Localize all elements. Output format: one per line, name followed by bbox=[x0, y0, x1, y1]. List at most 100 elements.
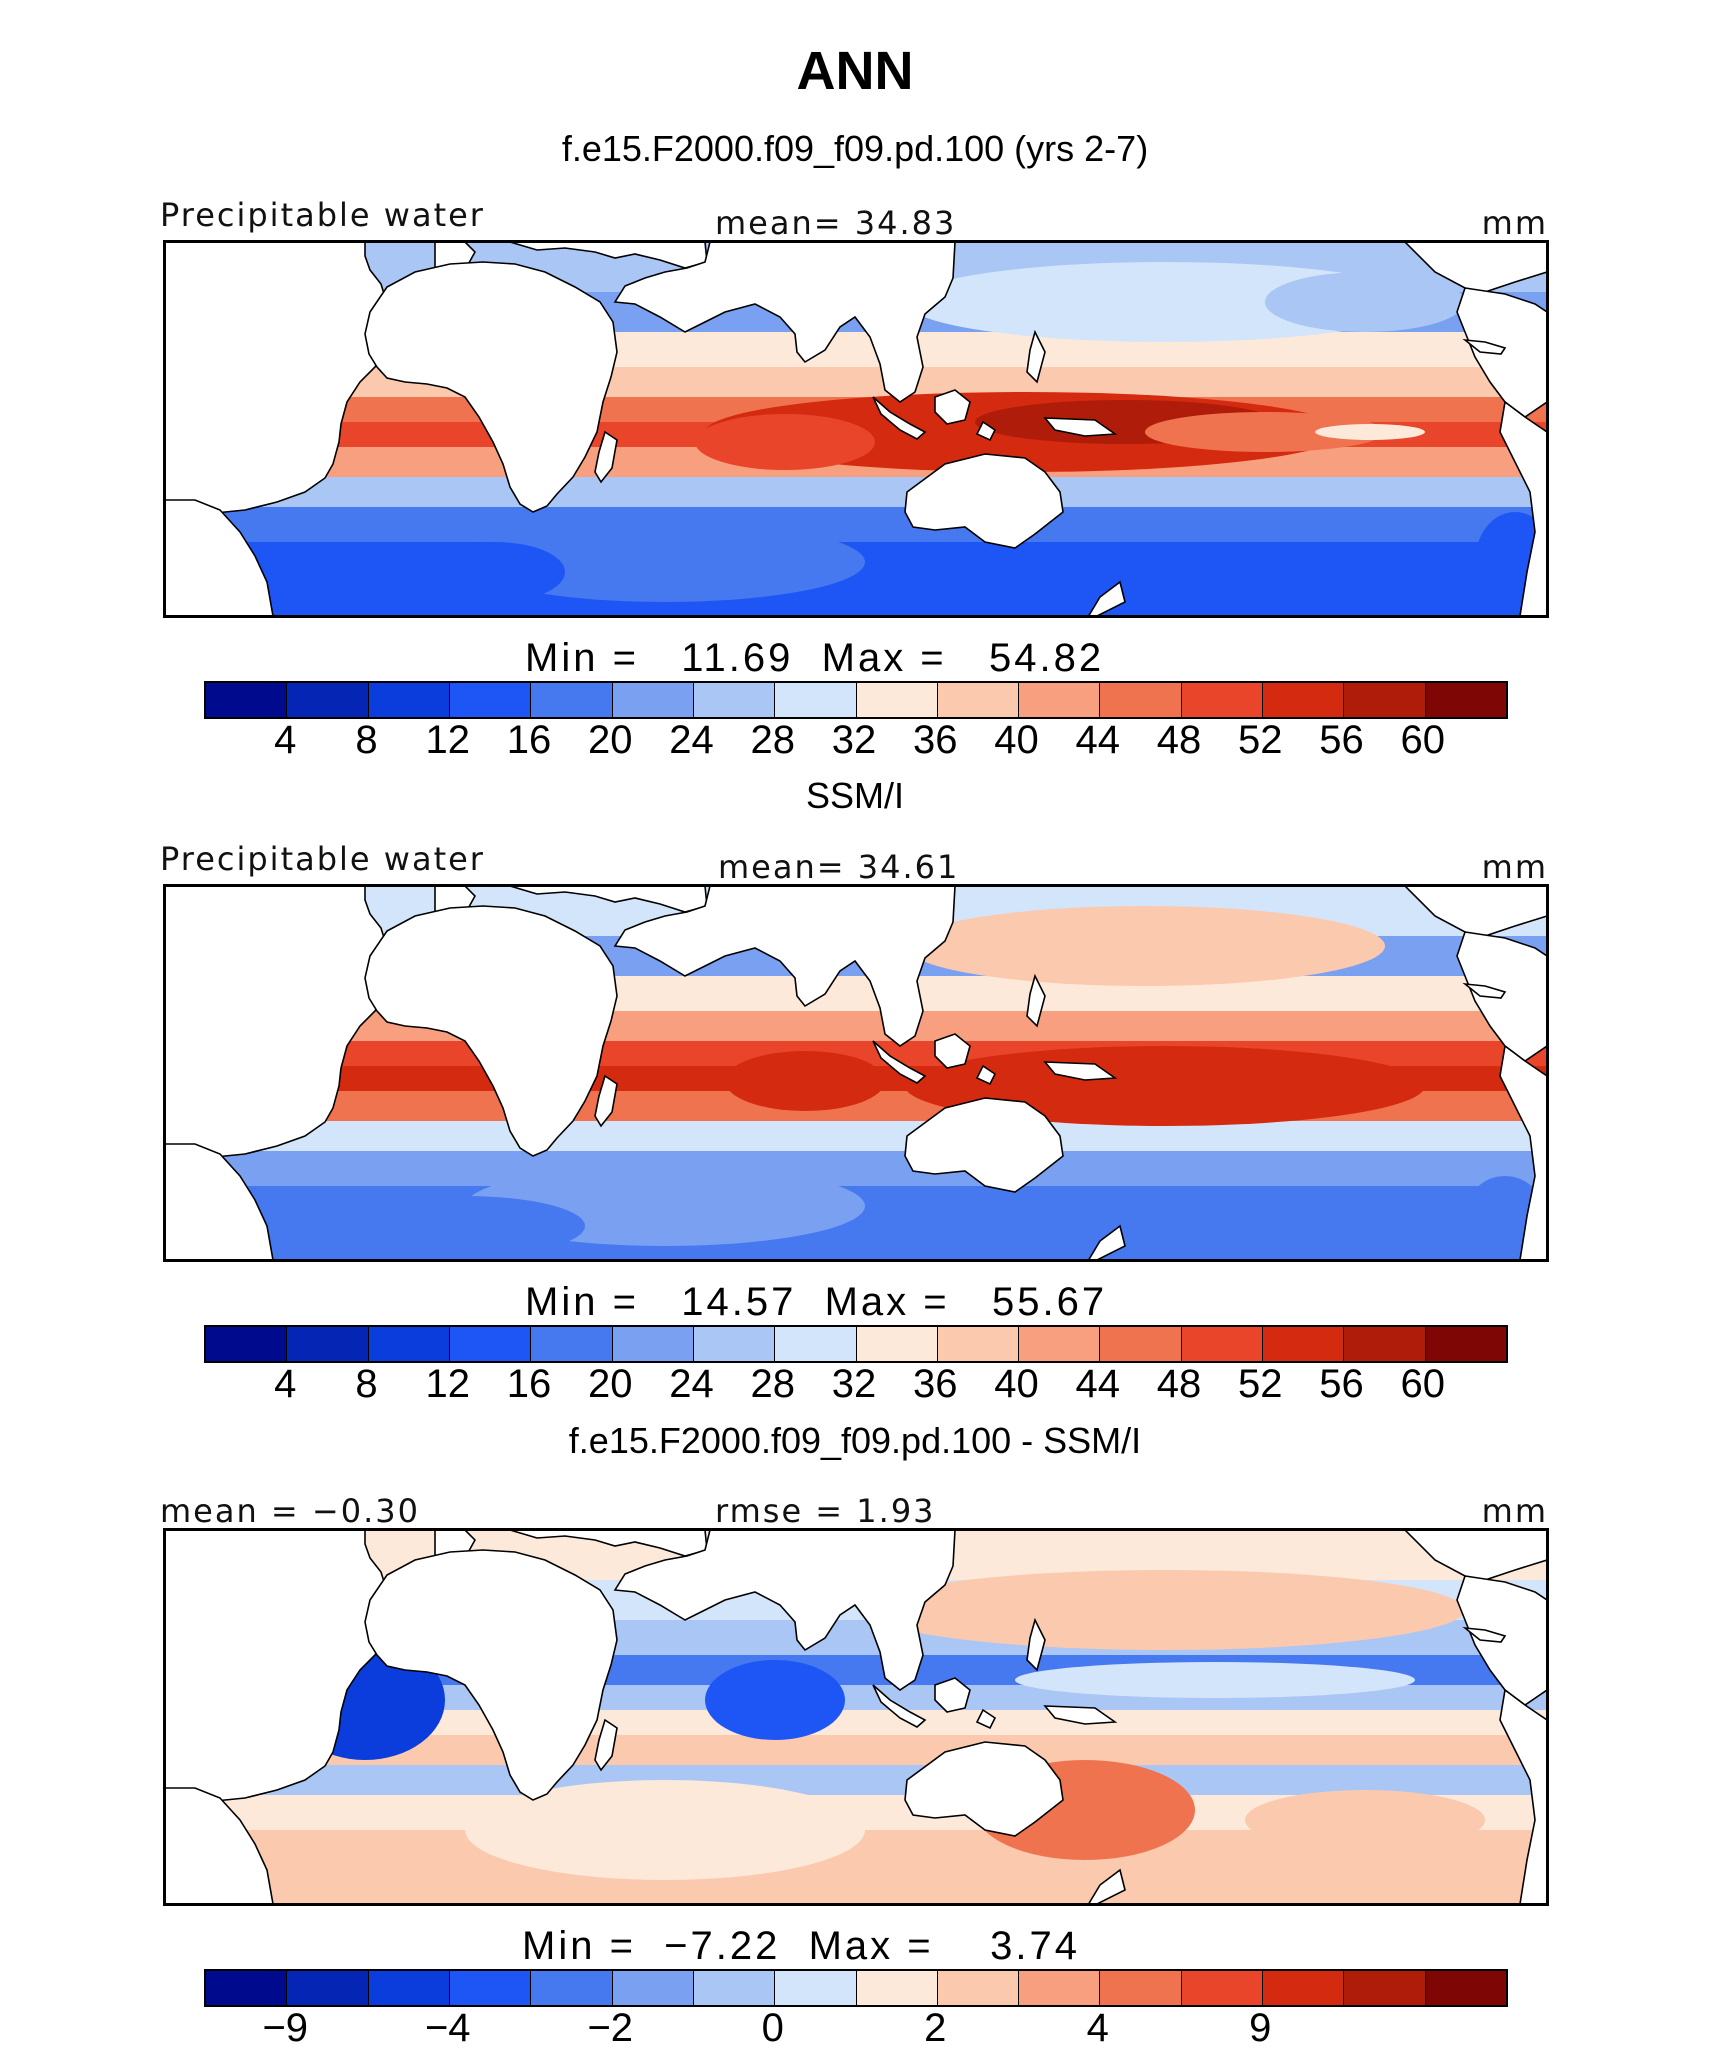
field-feature bbox=[695, 414, 875, 470]
colorbar-tick-label: 8 bbox=[355, 1362, 378, 1406]
colorbar-swatch bbox=[612, 683, 694, 717]
colorbar-tick-label: 24 bbox=[669, 1362, 714, 1406]
coastline bbox=[1026, 1617, 1046, 1672]
colorbar-swatch bbox=[937, 1971, 1020, 2005]
coastline bbox=[1087, 1868, 1126, 1904]
field-feature bbox=[905, 1046, 1425, 1126]
colorbar-swatch bbox=[612, 1971, 694, 2005]
colorbar-swatch bbox=[449, 683, 532, 717]
field-feature bbox=[1015, 1662, 1415, 1698]
colorbar-swatch bbox=[1344, 683, 1426, 717]
coastline bbox=[364, 905, 618, 1157]
colorbar-tick-label: −4 bbox=[424, 2006, 471, 2050]
coastline bbox=[613, 1530, 956, 1691]
colorbar-tick-label: 60 bbox=[1400, 718, 1446, 762]
colorbar-swatch bbox=[775, 1971, 857, 2005]
field-feature bbox=[1145, 412, 1385, 452]
colorbar-tick-label: 16 bbox=[506, 718, 552, 762]
field-feature bbox=[905, 906, 1385, 986]
panel-1-mean-label: mean= 34.83 bbox=[715, 204, 957, 242]
field-feature bbox=[465, 1780, 865, 1880]
coastline bbox=[1462, 338, 1507, 355]
coastline bbox=[934, 1033, 971, 1069]
figure-title: ANN bbox=[796, 41, 914, 101]
coastline bbox=[1043, 1061, 1118, 1081]
colorbar-swatch bbox=[287, 683, 369, 717]
coastline bbox=[594, 1074, 618, 1128]
coastline bbox=[904, 1097, 1064, 1193]
colorbar-tick-label: 8 bbox=[355, 718, 378, 762]
colorbar-swatch bbox=[1344, 1327, 1426, 1361]
panel-3-colorbar-labels: −9 −4 −2 0 2 4 9 bbox=[0, 2006, 1710, 2051]
map-svg bbox=[165, 1530, 1547, 1904]
colorbar-tick-label: −2 bbox=[587, 2006, 634, 2050]
colorbar-tick-label: 36 bbox=[913, 1362, 958, 1406]
coastline bbox=[1026, 973, 1046, 1028]
coastline bbox=[1043, 417, 1118, 437]
panel-3-units-label: mm bbox=[1481, 1492, 1548, 1530]
coastline bbox=[975, 1708, 997, 1730]
colorbar-swatch bbox=[206, 1971, 288, 2005]
panel-2-colorbar-labels: 4 8 12 16 20 24 28 32 36 40 44 48 52 56 60 bbox=[0, 1362, 1710, 1412]
field-band bbox=[165, 1121, 1547, 1151]
colorbar-swatch bbox=[287, 1327, 369, 1361]
colorbar-tick-label: 12 bbox=[425, 718, 471, 762]
panel-2-map bbox=[163, 884, 1549, 1262]
colorbar-tick-label: 12 bbox=[425, 1362, 471, 1406]
panel-1-colorbar bbox=[204, 681, 1508, 719]
coastline bbox=[904, 1741, 1064, 1837]
colorbar-tick-label: 32 bbox=[831, 718, 877, 762]
colorbar-tick-label: 20 bbox=[588, 1362, 633, 1406]
colorbar-swatch bbox=[1425, 683, 1506, 717]
panel-1-units-label: mm bbox=[1481, 204, 1548, 242]
coastline bbox=[1403, 886, 1547, 937]
panel-2-minmax: Min = 14.57 Max = 55.67 bbox=[525, 1280, 1108, 1324]
colorbar-swatch bbox=[449, 1971, 532, 2005]
colorbar-swatch bbox=[1019, 1971, 1101, 2005]
colorbar-tick-label: 48 bbox=[1156, 1362, 1202, 1406]
colorbar-swatch bbox=[287, 1971, 369, 2005]
map-svg bbox=[165, 242, 1547, 616]
colorbar-swatch bbox=[368, 1327, 450, 1361]
colorbar-swatch bbox=[1181, 1327, 1264, 1361]
coastline bbox=[934, 389, 971, 425]
colorbar-tick-label: 2 bbox=[924, 2006, 947, 2050]
colorbar-swatch bbox=[1019, 683, 1101, 717]
field-feature bbox=[465, 522, 865, 602]
coastline bbox=[934, 1677, 971, 1713]
colorbar-tick-label: 60 bbox=[1400, 1362, 1446, 1406]
colorbar-swatch bbox=[1263, 1327, 1345, 1361]
panel-3-minmax: Min = −7.22 Max = 3.74 bbox=[522, 1924, 1080, 1968]
coastline bbox=[975, 420, 997, 442]
coastline bbox=[364, 261, 618, 513]
colorbar-swatch bbox=[206, 683, 288, 717]
coastline bbox=[1499, 400, 1547, 616]
colorbar-swatch bbox=[693, 683, 776, 717]
field-band bbox=[165, 507, 1547, 542]
panel-3-mean-label: mean = −0.30 bbox=[160, 1492, 420, 1530]
colorbar-tick-label: 32 bbox=[831, 1362, 877, 1406]
colorbar-swatch bbox=[1425, 1327, 1506, 1361]
colorbar-swatch bbox=[531, 683, 613, 717]
coastline bbox=[1462, 1626, 1507, 1643]
colorbar-tick-label: 52 bbox=[1238, 718, 1283, 762]
colorbar-swatch bbox=[775, 1327, 857, 1361]
colorbar-swatch bbox=[775, 683, 857, 717]
coastline bbox=[594, 1718, 618, 1772]
colorbar-swatch bbox=[612, 1327, 694, 1361]
field-band bbox=[165, 1011, 1547, 1041]
colorbar-swatch bbox=[1181, 683, 1264, 717]
panel-2-variable-label: Precipitable water bbox=[160, 840, 485, 878]
colorbar-swatch bbox=[531, 1971, 613, 2005]
field-band bbox=[165, 367, 1547, 397]
colorbar-swatch bbox=[693, 1971, 776, 2005]
coastline bbox=[1499, 1044, 1547, 1260]
colorbar-tick-label: 40 bbox=[994, 718, 1039, 762]
panel-2-title: SSM/I bbox=[805, 775, 904, 816]
panel-1-title: f.e15.F2000.f09_f09.pd.100 (yrs 2-7) bbox=[561, 128, 1149, 169]
colorbar-tick-label: 56 bbox=[1319, 718, 1364, 762]
panel-3-map bbox=[163, 1528, 1549, 1906]
coastline bbox=[613, 242, 956, 403]
colorbar-swatch bbox=[531, 1327, 613, 1361]
field-band bbox=[165, 477, 1547, 507]
